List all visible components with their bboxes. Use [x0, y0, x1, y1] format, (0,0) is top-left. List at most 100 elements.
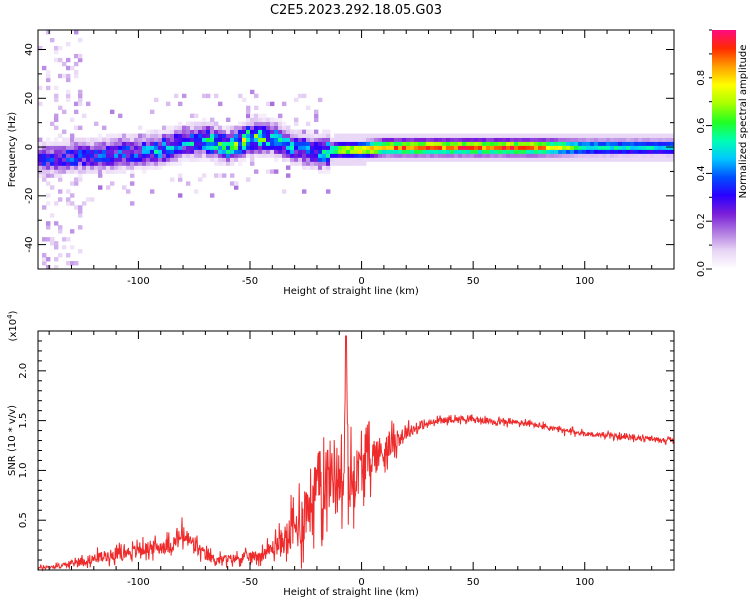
- heatmap-cell: [278, 129, 283, 134]
- heatmap-cell: [94, 149, 99, 154]
- heatmap-cell: [318, 97, 323, 103]
- heatmap-cell: [466, 153, 471, 158]
- heatmap-cell: [106, 141, 111, 146]
- heatmap-cell: [430, 137, 435, 142]
- heatmap-cell: [118, 141, 123, 146]
- heatmap-cell: [410, 141, 415, 146]
- heatmap-cell: [658, 133, 663, 138]
- heatmap-cell: [318, 133, 323, 138]
- heatmap-cell: [506, 141, 511, 146]
- heatmap-cell: [302, 165, 307, 170]
- heatmap-cell: [486, 149, 491, 154]
- heatmap-cell: [222, 133, 227, 138]
- heatmap-cell: [482, 133, 487, 138]
- heatmap-cell: [486, 145, 491, 150]
- heatmap-cell: [342, 153, 347, 158]
- heatmap-cell: [50, 121, 55, 126]
- heatmap-cell: [566, 153, 571, 158]
- heatmap-cell: [158, 137, 163, 142]
- heatmap-cell: [350, 141, 355, 146]
- heatmap-cell: [110, 153, 115, 158]
- heatmap-cell: [162, 153, 167, 158]
- heatmap-cell: [214, 121, 219, 126]
- heatmap-cell: [450, 141, 455, 146]
- heatmap-cell: [138, 165, 143, 170]
- heatmap-cell: [598, 133, 603, 138]
- heatmap-cell: [114, 165, 119, 170]
- heatmap-cell: [638, 157, 643, 162]
- heatmap-cell: [474, 145, 479, 150]
- heatmap-cell: [78, 213, 83, 218]
- heatmap-cell: [234, 185, 239, 190]
- heatmap-cell: [118, 169, 123, 174]
- heatmap-cell: [546, 141, 551, 146]
- heatmap-cell: [434, 133, 439, 138]
- heatmap-cell: [138, 161, 143, 166]
- heatmap-cell: [138, 141, 143, 146]
- heatmap-cell: [190, 157, 195, 162]
- heatmap-cell: [78, 177, 83, 182]
- heatmap-cell: [186, 157, 191, 162]
- heatmap-cell: [194, 121, 199, 126]
- heatmap-cell: [214, 125, 219, 130]
- heatmap-cell: [250, 113, 255, 119]
- spectrogram-x-ticks: -100 -50 0 50 100: [48, 30, 675, 287]
- heatmap-cell: [326, 161, 331, 166]
- heatmap-cell: [642, 149, 647, 154]
- heatmap-cell: [662, 141, 667, 146]
- heatmap-cell: [298, 137, 303, 142]
- heatmap-cell: [206, 129, 211, 134]
- heatmap-cell: [502, 137, 507, 142]
- heatmap-cell: [482, 149, 487, 154]
- heatmap-cell: [170, 177, 175, 182]
- heatmap-cell: [226, 129, 231, 134]
- heatmap-cell: [442, 149, 447, 154]
- heatmap-cell: [454, 153, 459, 158]
- heatmap-cell: [450, 149, 455, 154]
- heatmap-cell: [218, 153, 223, 158]
- x-tick-label: 0: [358, 577, 364, 588]
- heatmap-cell: [142, 153, 147, 158]
- heatmap-cell: [642, 141, 647, 146]
- heatmap-cell: [406, 137, 411, 142]
- heatmap-cell: [302, 137, 307, 142]
- heatmap-cell: [442, 133, 447, 138]
- heatmap-cell: [454, 157, 459, 162]
- heatmap-cell: [666, 137, 671, 142]
- heatmap-cell: [262, 129, 267, 134]
- heatmap-cell: [178, 141, 183, 146]
- heatmap-cell: [306, 145, 311, 150]
- heatmap-cell: [66, 189, 71, 194]
- heatmap-cell: [310, 145, 315, 150]
- heatmap-cell: [446, 133, 451, 138]
- heatmap-cell: [110, 109, 115, 115]
- heatmap-cell: [38, 157, 43, 162]
- heatmap-cell: [670, 157, 675, 162]
- heatmap-cell: [214, 129, 219, 134]
- heatmap-cell: [590, 149, 595, 154]
- heatmap-cell: [214, 149, 219, 154]
- heatmap-cell: [558, 153, 563, 158]
- heatmap-cell: [46, 193, 51, 198]
- heatmap-cell: [302, 161, 307, 166]
- heatmap-cell: [662, 137, 667, 142]
- heatmap-cell: [62, 237, 67, 242]
- heatmap-cell: [74, 141, 79, 146]
- heatmap-cell: [550, 141, 555, 146]
- heatmap-cell: [254, 145, 259, 150]
- heatmap-cell: [86, 141, 91, 146]
- heatmap-cell: [666, 133, 671, 138]
- heatmap-cell: [70, 149, 75, 154]
- heatmap-cell: [70, 145, 75, 150]
- heatmap-cell: [230, 133, 235, 138]
- heatmap-cell: [286, 137, 291, 142]
- heatmap-cell: [226, 153, 231, 158]
- heatmap-cell: [406, 133, 411, 138]
- heatmap-cell: [210, 125, 215, 130]
- heatmap-cell: [102, 125, 107, 130]
- heatmap-cell: [62, 109, 67, 115]
- heatmap-cell: [118, 153, 123, 158]
- heatmap-cell: [254, 125, 259, 130]
- heatmap-cell: [238, 145, 243, 150]
- heatmap-cell: [410, 133, 415, 138]
